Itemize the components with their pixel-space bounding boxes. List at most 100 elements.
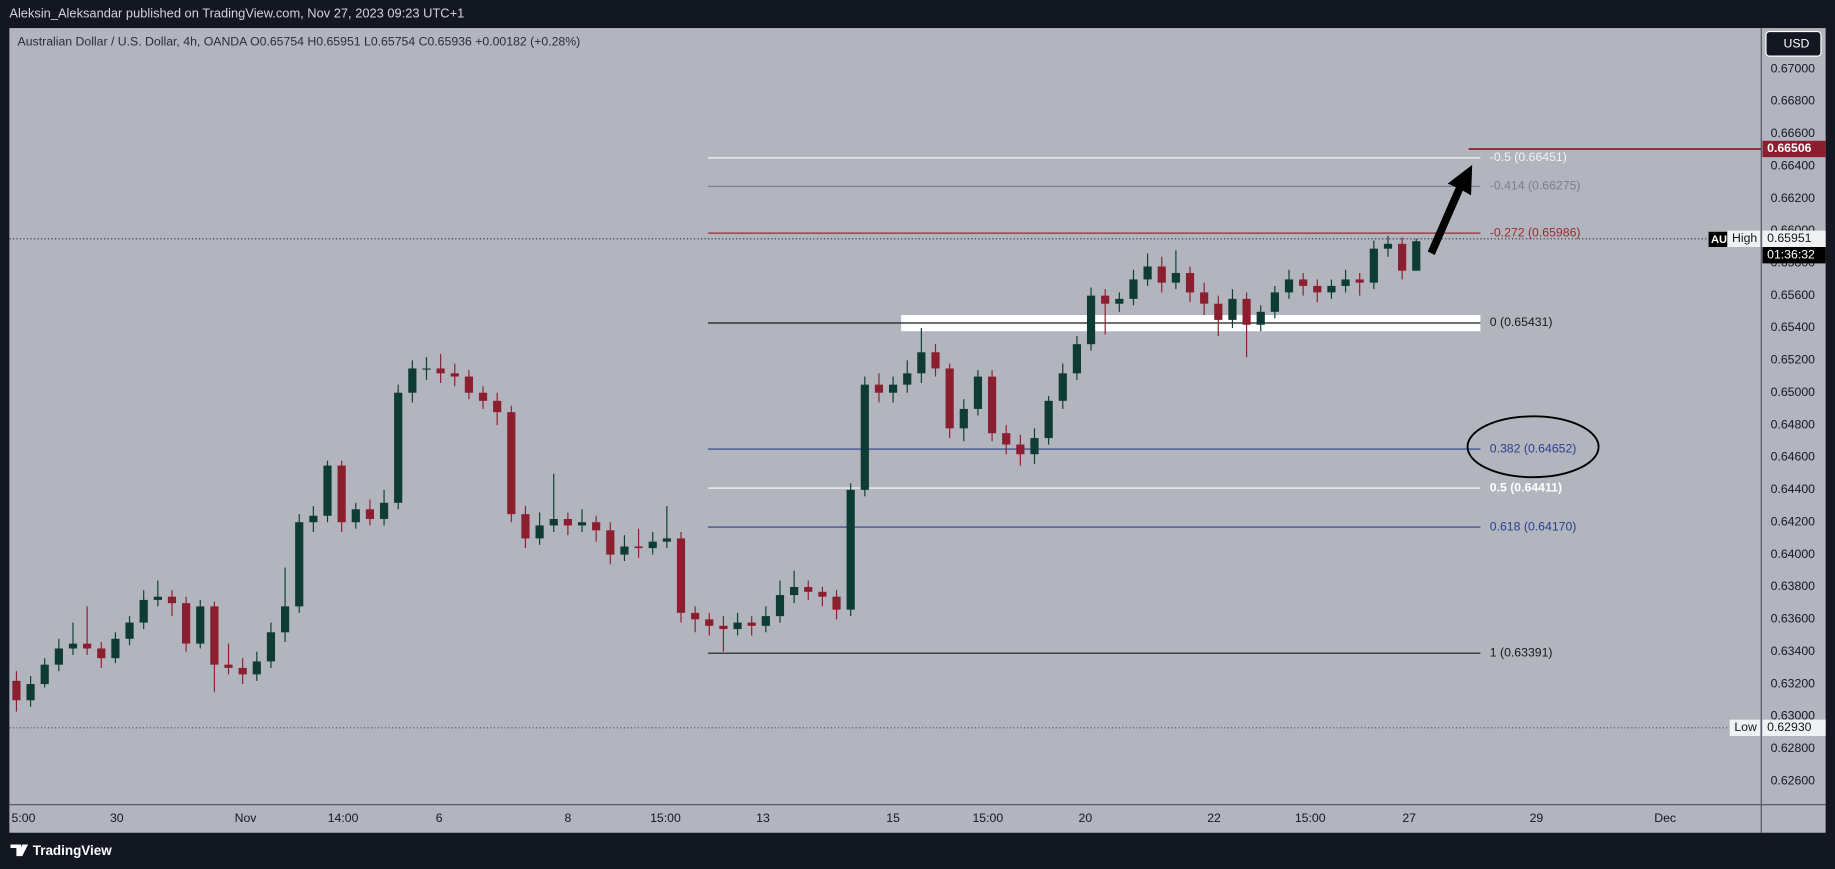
arrow-annotation — [1427, 164, 1473, 255]
candle-body — [804, 586, 813, 592]
published-by: Aleksin_Aleksandar published on TradingV… — [9, 5, 464, 20]
candle-body — [1200, 292, 1209, 304]
candle-body — [1002, 433, 1011, 445]
candle-body — [309, 515, 318, 523]
x-tick-label: 5:00 — [12, 811, 36, 825]
chart-area — [9, 28, 1826, 833]
low-value: 0.62930 — [1767, 720, 1812, 734]
candle-body — [196, 606, 205, 644]
candle-body — [662, 538, 671, 542]
candle-body — [959, 408, 968, 429]
candle-body — [761, 616, 770, 626]
candle-body — [620, 546, 629, 555]
candle-body — [68, 643, 78, 649]
candle-body — [1101, 295, 1110, 304]
x-tick-label: 30 — [110, 811, 124, 825]
candle-body — [351, 509, 360, 523]
candle-body — [1157, 266, 1166, 283]
low-name-box — [1729, 719, 1761, 736]
candle-body — [1341, 279, 1350, 286]
candle-body — [903, 373, 912, 385]
candle-body — [139, 599, 148, 623]
x-tick-label: Nov — [235, 811, 258, 825]
candle-body — [111, 638, 120, 659]
candle-body — [224, 664, 233, 668]
candle-body — [493, 400, 502, 413]
candle-body — [394, 392, 403, 503]
candle-body — [1398, 243, 1407, 271]
x-tick-label: 29 — [1530, 811, 1544, 825]
target-price-box — [1762, 140, 1826, 158]
candle-body — [1284, 279, 1294, 293]
y-tick-label: 0.63400 — [1771, 644, 1816, 658]
candle-body — [747, 622, 756, 626]
candle-body — [26, 684, 35, 701]
candle-body — [775, 595, 785, 617]
candle-body — [1072, 344, 1082, 374]
high-name: High — [1732, 231, 1757, 245]
candle-body — [1086, 295, 1096, 345]
fib-label: 0.618 (0.64170) — [1490, 519, 1577, 533]
candle-body — [1369, 248, 1378, 283]
candle-body — [238, 667, 247, 675]
ellipse-annotation — [1466, 415, 1600, 479]
candle-body — [577, 522, 587, 526]
plot: 0.62600 0.62800 0.63000 0.63200 0.63400 0.636… — [9, 61, 1826, 825]
x-tick-label: 27 — [1402, 811, 1416, 825]
candle-body — [521, 514, 530, 539]
x-tick-label: Dec — [1654, 811, 1676, 825]
candle-body — [1256, 311, 1265, 325]
x-tick-label: 15:00 — [972, 811, 1003, 825]
candle-body — [917, 352, 926, 374]
y-tick-label: 0.65400 — [1771, 320, 1816, 334]
candle-body — [365, 509, 375, 519]
y-tick-label: 0.62800 — [1771, 741, 1816, 755]
y-tick-label: 0.67000 — [1771, 61, 1816, 75]
candle-body — [931, 352, 940, 369]
candle-body — [719, 625, 728, 630]
candle-body — [1270, 292, 1279, 312]
candle-body — [1327, 285, 1336, 293]
fib-label: -0.5 (0.66451) — [1490, 150, 1567, 164]
candle-body — [1242, 298, 1251, 325]
candle-body — [1044, 400, 1053, 439]
candle-body — [464, 376, 473, 393]
fib-label: 0.382 (0.64652) — [1490, 441, 1577, 455]
candle-body — [507, 412, 516, 515]
candle-body — [606, 530, 615, 555]
candle-body — [549, 518, 558, 526]
x-tick-label: 13 — [756, 811, 770, 825]
candle-body — [1313, 285, 1322, 293]
low-value-box — [1762, 719, 1826, 736]
candle-body — [182, 603, 191, 644]
y-tick-label: 0.65600 — [1771, 288, 1816, 302]
candle-body — [379, 502, 389, 519]
y-tick-label: 0.64200 — [1771, 514, 1816, 528]
fib-label: 1 (0.63391) — [1490, 645, 1553, 659]
candle-body — [733, 622, 742, 630]
candle-body — [1299, 279, 1308, 286]
x-tick-label: 6 — [436, 811, 443, 825]
candle-body — [1171, 272, 1180, 283]
candle-body — [83, 643, 92, 649]
symbol-tag-box — [1708, 231, 1728, 247]
candle-body — [408, 368, 417, 393]
currency-button[interactable] — [1765, 30, 1822, 57]
candle-body — [790, 586, 799, 596]
candle-body — [818, 591, 827, 597]
candle-body — [280, 606, 290, 633]
y-tick-label: 0.66800 — [1771, 94, 1816, 108]
candle-body — [691, 612, 700, 620]
fib-label: -0.272 (0.65986) — [1490, 225, 1581, 239]
y-tick-label: 0.66400 — [1771, 158, 1816, 172]
candle-body — [1016, 444, 1025, 455]
candle-body — [295, 522, 304, 607]
currency-label[interactable]: USD — [1784, 37, 1810, 51]
candle-body — [436, 368, 445, 374]
candle-body — [705, 619, 714, 626]
candle-body — [832, 596, 841, 610]
x-tick-label: 15:00 — [1295, 811, 1326, 825]
y-tick-label: 0.63000 — [1771, 709, 1816, 723]
candle-body — [888, 384, 898, 393]
